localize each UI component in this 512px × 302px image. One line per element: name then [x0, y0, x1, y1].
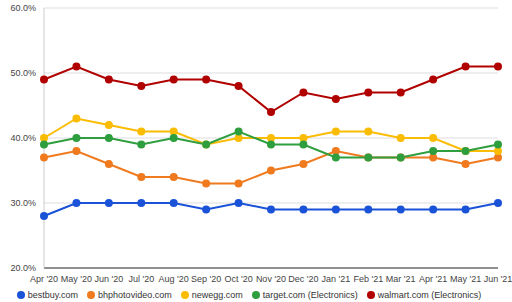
svg-text:Jul '20: Jul '20 [128, 274, 154, 284]
html-text:walmart.com (Electronics): walmart.com (Electronics) [377, 290, 482, 300]
html-text:bestbuy.com: bestbuy.com [27, 290, 79, 300]
svg-text:50.0%: 50.0% [10, 68, 36, 78]
html-text:target.com (Electronics): target.com (Electronics) [262, 290, 358, 300]
svg-text:May '20: May '20 [61, 274, 92, 284]
svg-text:Nov '20: Nov '20 [256, 274, 286, 284]
svg-text:Dec '20: Dec '20 [288, 274, 318, 284]
svg-text:Feb '21: Feb '21 [353, 274, 383, 284]
svg-text:Aug '20: Aug '20 [159, 274, 189, 284]
svg-text:Apr '21: Apr '21 [419, 274, 447, 284]
html-text:newegg.com: newegg.com [191, 290, 243, 300]
svg-text:Jun '20: Jun '20 [94, 274, 123, 284]
svg-text:Jan '21: Jan '21 [321, 274, 350, 284]
svg-text:Apr '20: Apr '20 [30, 274, 58, 284]
svg-text:Mar '21: Mar '21 [386, 274, 416, 284]
svg-text:20.0%: 20.0% [10, 263, 36, 273]
svg-text:Oct '20: Oct '20 [224, 274, 252, 284]
svg-text:40.0%: 40.0% [10, 133, 36, 143]
html-text:bhphotovideo.com: bhphotovideo.com [98, 290, 172, 300]
svg-text:May '21: May '21 [450, 274, 481, 284]
svg-text:30.0%: 30.0% [10, 198, 36, 208]
svg-text:60.0%: 60.0% [10, 3, 36, 13]
svg-text:Jun '21: Jun '21 [484, 274, 504, 284]
svg-text:Sep '20: Sep '20 [191, 274, 221, 284]
